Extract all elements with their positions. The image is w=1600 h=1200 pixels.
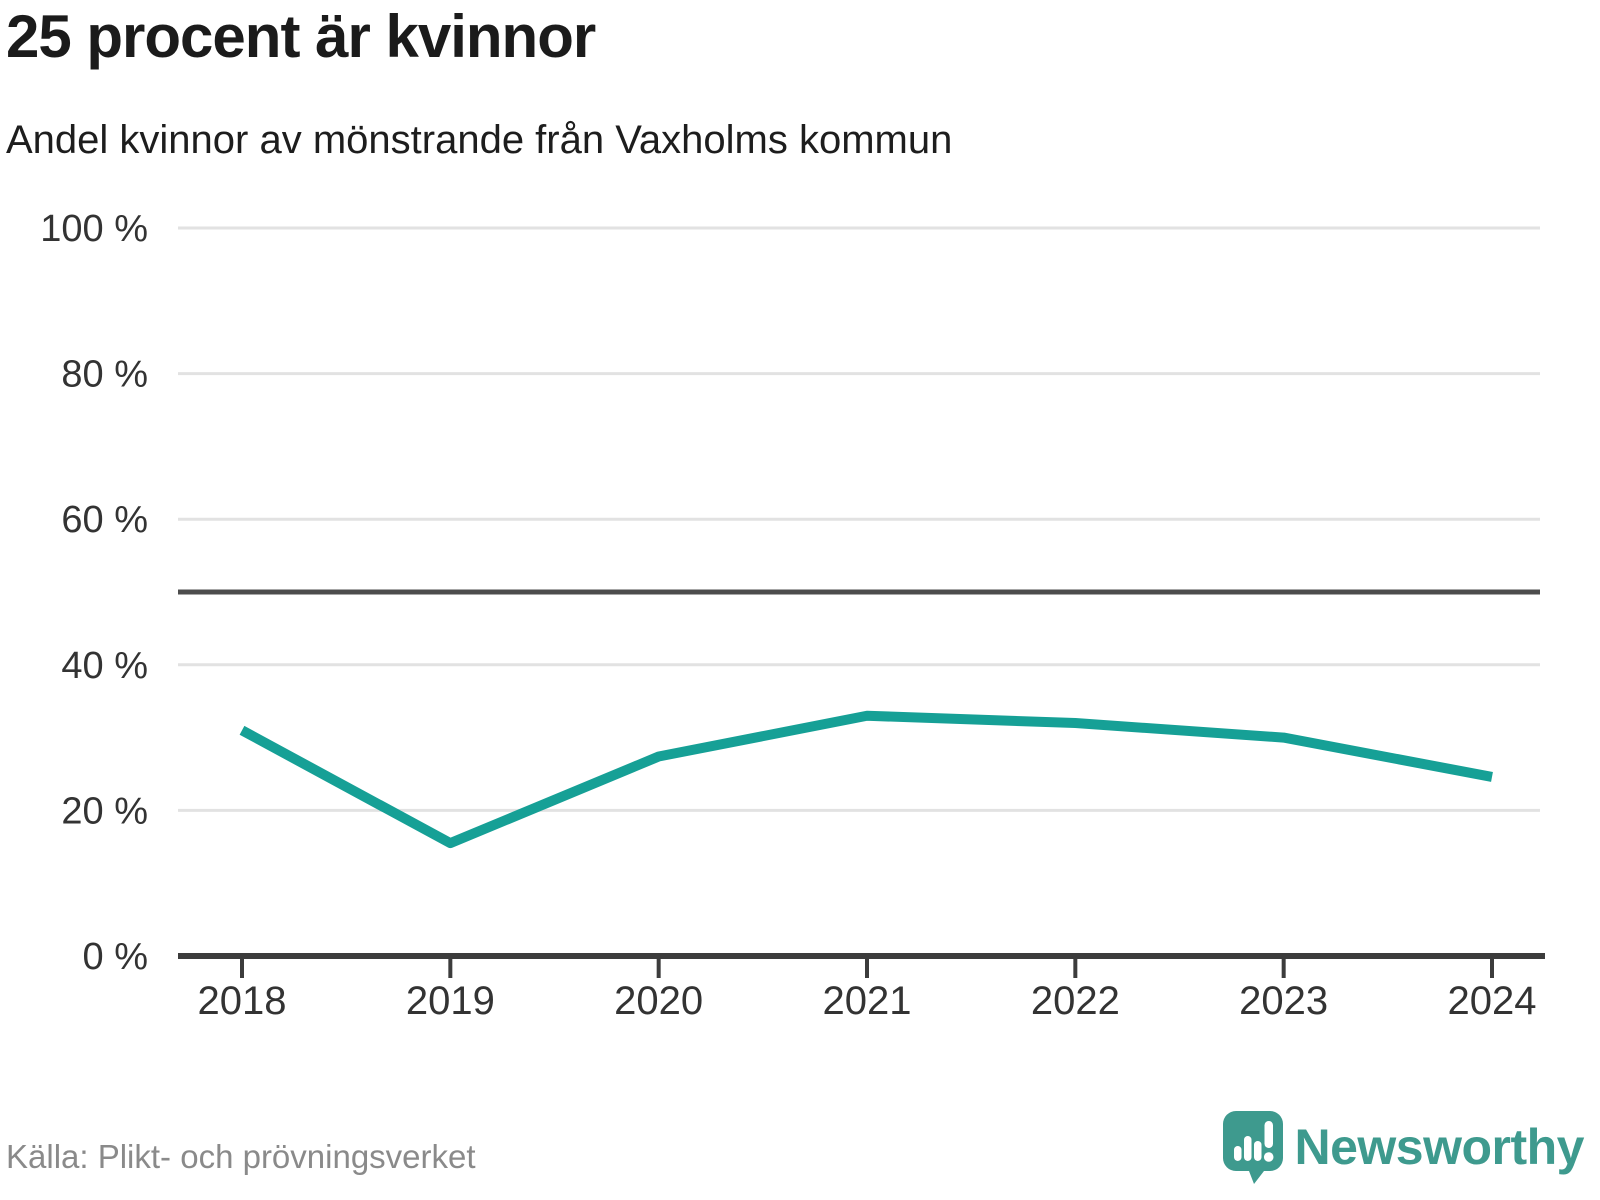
y-axis-tick-label: 40 % (61, 645, 148, 687)
y-axis-tick-label: 60 % (61, 499, 148, 541)
y-axis-tick-label: 0 % (83, 936, 148, 978)
newsworthy-logo-icon (1223, 1111, 1284, 1184)
x-axis-tick-label: 2021 (823, 979, 912, 1023)
data-line-andel-kvinnor (239, 710, 1493, 849)
source-note: Källa: Plikt- och prövningsverket (6, 1138, 476, 1175)
logo-bar-tall (1244, 1136, 1252, 1161)
logo-exclamation-bar (1264, 1121, 1274, 1148)
x-axis-tick-label: 2018 (198, 979, 287, 1023)
logo-bar-small (1234, 1146, 1242, 1161)
brand-wordmark: Newsworthy (1294, 1119, 1584, 1175)
x-axis-tick-label: 2023 (1239, 979, 1328, 1023)
page-title: 25 procent är kvinnor (6, 3, 596, 70)
x-axis-tick-label: 2024 (1448, 979, 1537, 1023)
x-axis-tick-label: 2022 (1031, 979, 1120, 1023)
x-axis-tick-label: 2020 (614, 979, 703, 1023)
logo-exclamation-dot (1264, 1152, 1274, 1162)
y-axis-tick-label: 100 % (40, 208, 148, 250)
newsworthy-logo: Newsworthy (1222, 1110, 1584, 1184)
x-axis-tick-label: 2019 (406, 979, 495, 1023)
chart-subtitle: Andel kvinnor av mönstrande från Vaxholm… (6, 118, 953, 162)
logo-bar-medium (1254, 1141, 1262, 1161)
logo-bubble-shape (1223, 1111, 1284, 1184)
y-axis-tick-label: 80 % (61, 354, 148, 396)
y-axis-tick-label: 20 % (61, 790, 148, 832)
